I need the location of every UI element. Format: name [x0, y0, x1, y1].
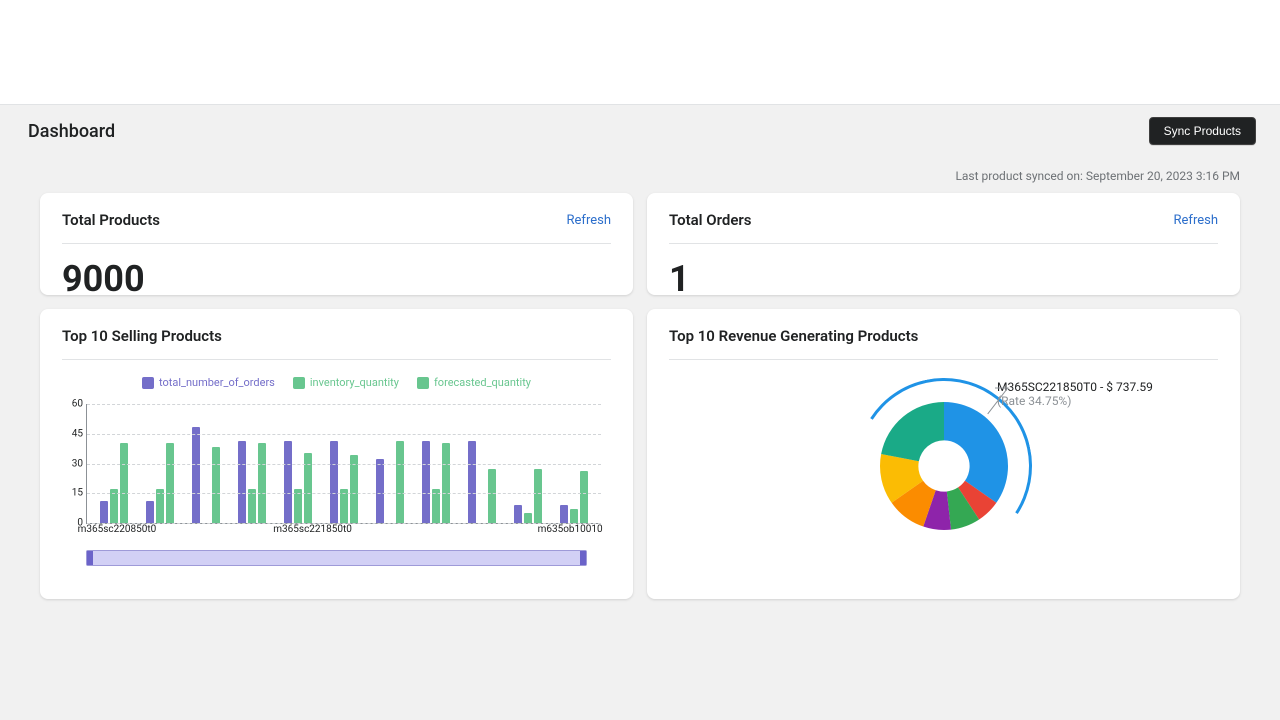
gridline: [87, 464, 601, 465]
total-products-title: Total Products: [62, 211, 160, 229]
total-orders-card: Total Orders Refresh 1: [647, 193, 1240, 295]
bar-group: [321, 441, 367, 523]
donut-chart-title: Top 10 Revenue Generating Products: [669, 327, 918, 345]
main-area: Dashboard Sync Products Last product syn…: [0, 104, 1280, 720]
bar-group: [91, 443, 137, 523]
legend-swatch-icon: [293, 377, 305, 389]
bar-group: [229, 441, 275, 523]
legend-swatch-icon: [417, 377, 429, 389]
legend-item-forecasted_quantity[interactable]: forecasted_quantity: [417, 376, 531, 389]
legend-swatch-icon: [142, 377, 154, 389]
page-title: Dashboard: [28, 121, 115, 142]
bar-forecasted_quantity[interactable]: [580, 471, 588, 523]
sync-status-text: Last product synced on: September 20, 20…: [0, 157, 1280, 193]
x-tick-label: m635ob10010: [538, 524, 603, 535]
bar-total_number_of_orders[interactable]: [514, 505, 522, 523]
scroll-handle-right[interactable]: [580, 551, 586, 565]
bar-total_number_of_orders[interactable]: [100, 501, 108, 523]
donut-callout-label: M365SC221850T0 - $ 737.59: [997, 380, 1153, 394]
y-tick-label: 15: [72, 488, 87, 499]
x-tick-label: m365sc220850t0: [78, 524, 157, 535]
top-revenue-products-card: Top 10 Revenue Generating Products M365S…: [647, 309, 1240, 599]
bar-total_number_of_orders[interactable]: [330, 441, 338, 523]
bar-group: [137, 443, 183, 523]
refresh-orders-link[interactable]: Refresh: [1174, 213, 1218, 228]
bar-group: [275, 441, 321, 523]
gridline: [87, 493, 601, 494]
bar-total_number_of_orders[interactable]: [468, 441, 476, 523]
refresh-products-link[interactable]: Refresh: [567, 213, 611, 228]
legend-label: forecasted_quantity: [434, 376, 531, 389]
bar-group: [551, 471, 597, 523]
bar-forecasted_quantity[interactable]: [350, 455, 358, 523]
legend-item-total_number_of_orders[interactable]: total_number_of_orders: [142, 376, 275, 389]
bar-total_number_of_orders[interactable]: [422, 441, 430, 523]
total-orders-title: Total Orders: [669, 211, 752, 229]
bar-chart-area: 015304560: [86, 404, 601, 524]
bar-chart-legend: total_number_of_orders inventory_quantity…: [62, 376, 611, 389]
bar-total_number_of_orders[interactable]: [376, 459, 384, 523]
bar-group: [367, 441, 413, 523]
header-row: Dashboard Sync Products: [0, 105, 1280, 157]
gridline: [87, 434, 601, 435]
bar-group: [505, 469, 551, 523]
bar-chart-title: Top 10 Selling Products: [62, 327, 222, 345]
bar-total_number_of_orders[interactable]: [192, 427, 200, 523]
bar-chart-body: total_number_of_orders inventory_quantity…: [62, 370, 611, 590]
bar-group: [183, 427, 229, 523]
bar-group: [459, 441, 505, 523]
gridline: [87, 404, 601, 405]
donut-callout: M365SC221850T0 - $ 737.59 (Rate 34.75%): [997, 380, 1153, 408]
bar-forecasted_quantity[interactable]: [212, 447, 220, 523]
total-orders-value: 1: [669, 254, 1218, 302]
bar-forecasted_quantity[interactable]: [396, 441, 404, 523]
scroll-handle-left[interactable]: [87, 551, 93, 565]
bar-inventory_quantity[interactable]: [570, 509, 578, 523]
bar-total_number_of_orders[interactable]: [284, 441, 292, 523]
bar-forecasted_quantity[interactable]: [120, 443, 128, 523]
y-tick-label: 60: [72, 399, 87, 410]
bar-chart-scroll-track[interactable]: [86, 550, 587, 566]
top-selling-products-card: Top 10 Selling Products total_number_of_…: [40, 309, 633, 599]
x-tick-label: m365sc221850t0: [273, 524, 352, 535]
donut-chart-body: M365SC221850T0 - $ 737.59 (Rate 34.75%): [669, 370, 1218, 590]
bar-total_number_of_orders[interactable]: [238, 441, 246, 523]
bar-total_number_of_orders[interactable]: [146, 501, 154, 523]
bar-total_number_of_orders[interactable]: [560, 505, 568, 523]
total-products-value: 9000: [62, 254, 611, 302]
bar-forecasted_quantity[interactable]: [534, 469, 542, 523]
donut-callout-rate: (Rate 34.75%): [997, 394, 1153, 408]
legend-label: inventory_quantity: [310, 376, 399, 389]
bar-forecasted_quantity[interactable]: [488, 469, 496, 523]
bar-chart-x-labels: m365sc220850t0m365sc221850t0m635ob10010: [86, 524, 601, 538]
legend-label: total_number_of_orders: [159, 376, 275, 389]
legend-item-inventory_quantity[interactable]: inventory_quantity: [293, 376, 399, 389]
donut-chart: [864, 386, 1024, 546]
y-tick-label: 45: [72, 428, 87, 439]
bar-forecasted_quantity[interactable]: [442, 443, 450, 523]
bar-inventory_quantity[interactable]: [524, 513, 532, 523]
bar-group: [413, 441, 459, 523]
y-tick-label: 30: [72, 458, 87, 469]
sync-products-button[interactable]: Sync Products: [1149, 117, 1256, 145]
bar-forecasted_quantity[interactable]: [258, 443, 266, 523]
total-products-card: Total Products Refresh 9000: [40, 193, 633, 295]
bar-forecasted_quantity[interactable]: [166, 443, 174, 523]
cards-grid: Total Products Refresh 9000 Total Orders…: [0, 193, 1280, 599]
top-whitespace: [0, 0, 1280, 104]
